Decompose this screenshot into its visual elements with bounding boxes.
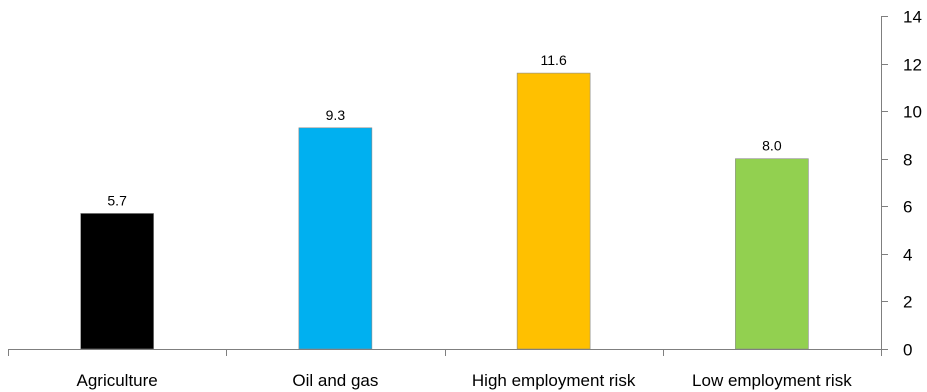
data-label: 8.0 (762, 138, 782, 154)
y-tick-label: 4 (903, 246, 912, 265)
bar-high-employment-risk (516, 72, 591, 350)
x-axis-ticks (8, 349, 882, 356)
y-tick-label: 10 (903, 103, 922, 122)
y-axis-tick-labels: 0 2 4 6 8 10 12 14 (903, 8, 922, 360)
y-tick-label: 6 (903, 198, 912, 217)
data-label: 5.7 (107, 192, 127, 208)
data-labels-group: 5.7 9.3 11.6 8.0 (107, 52, 781, 208)
bars-group (80, 72, 809, 350)
category-label: Oil and gas (292, 371, 378, 390)
category-label: High employment risk (472, 371, 636, 390)
y-tick-label: 2 (903, 293, 912, 312)
y-tick-label: 8 (903, 151, 912, 170)
category-label: Agriculture (76, 371, 157, 390)
bar-oil-and-gas (298, 127, 373, 350)
y-tick-label: 14 (903, 8, 922, 27)
bar-low-employment-risk (735, 158, 809, 350)
data-label: 9.3 (326, 107, 346, 123)
bar-agriculture (80, 213, 154, 350)
category-label: Low employment risk (692, 371, 852, 390)
y-tick-label: 12 (903, 56, 922, 75)
data-label: 11.6 (541, 52, 567, 68)
y-tick-label: 0 (903, 341, 912, 360)
y-axis-ticks (881, 16, 888, 350)
category-labels-group: Agriculture Oil and gas High employment ri… (76, 371, 852, 390)
